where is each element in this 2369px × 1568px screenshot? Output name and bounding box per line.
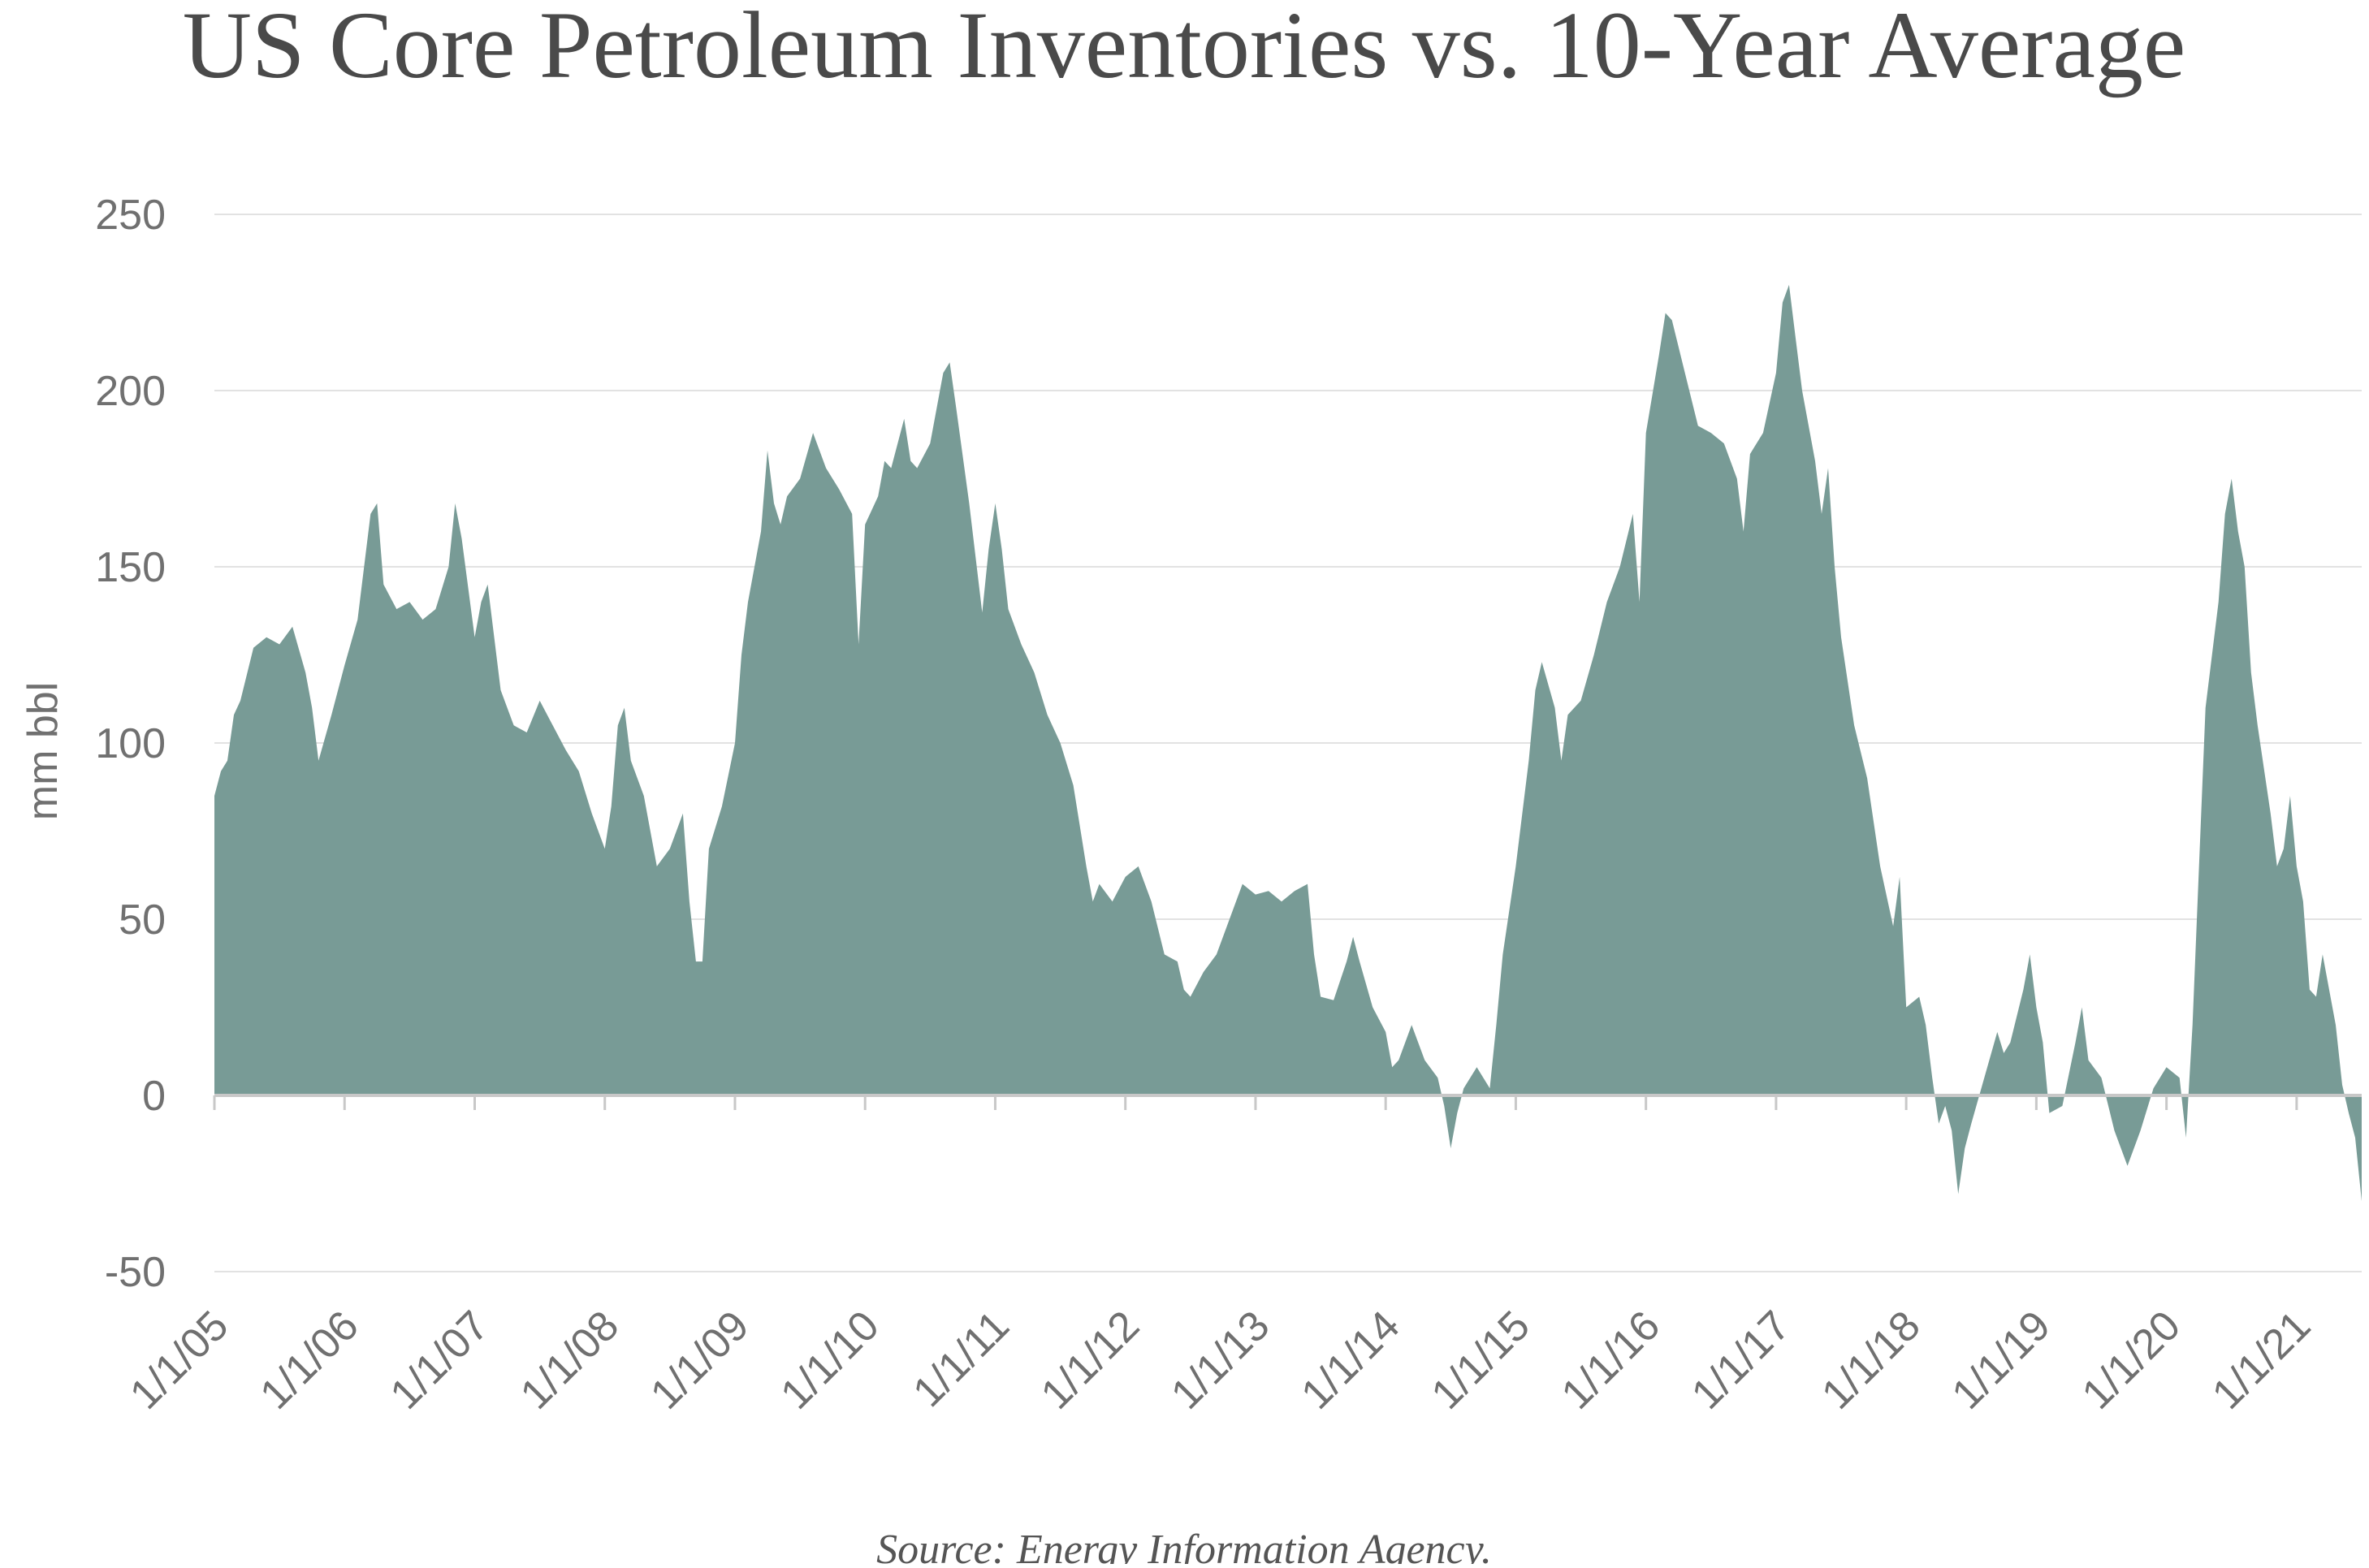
- y-tick-label: 50: [119, 896, 166, 944]
- x-tick-label: 1/1/21: [2203, 1302, 2319, 1418]
- x-tick-label: 1/1/13: [1162, 1302, 1278, 1418]
- y-tick-label: 150: [95, 544, 166, 591]
- y-tick-label: 0: [142, 1073, 166, 1120]
- source-note: Source: Energy Information Agency.: [876, 1527, 1492, 1564]
- y-tick-label: 100: [95, 720, 166, 767]
- chart-title: US Core Petroleum Inventories vs. 10-Yea…: [183, 0, 2186, 98]
- x-tick-label: 1/1/14: [1292, 1302, 1408, 1418]
- x-tick-label: 1/1/18: [1813, 1302, 1929, 1418]
- x-tick-label: 1/1/10: [772, 1302, 888, 1418]
- x-tick-label: 1/1/07: [382, 1302, 498, 1418]
- x-tick-label: 1/1/16: [1553, 1302, 1669, 1418]
- x-tick-label: 1/1/12: [1032, 1302, 1148, 1418]
- x-tick-label: 1/1/08: [512, 1302, 628, 1418]
- x-tick-label: 1/1/09: [642, 1302, 758, 1418]
- x-tick-label: 1/1/17: [1683, 1302, 1799, 1418]
- y-tick-label: 200: [95, 368, 166, 415]
- x-tick-label: 1/1/20: [2073, 1302, 2190, 1418]
- x-tick-label: 1/1/06: [251, 1302, 367, 1418]
- y-axis-label: mm bbl: [19, 682, 67, 820]
- x-tick-label: 1/1/05: [121, 1302, 237, 1418]
- y-tick-label: 250: [95, 192, 166, 239]
- area: [214, 284, 2362, 1202]
- x-tick-label: 1/1/19: [1943, 1302, 2060, 1418]
- x-tick-label: 1/1/11: [904, 1302, 1018, 1416]
- x-tick-label: 1/1/15: [1423, 1302, 1539, 1418]
- y-tick-label: -50: [105, 1249, 166, 1296]
